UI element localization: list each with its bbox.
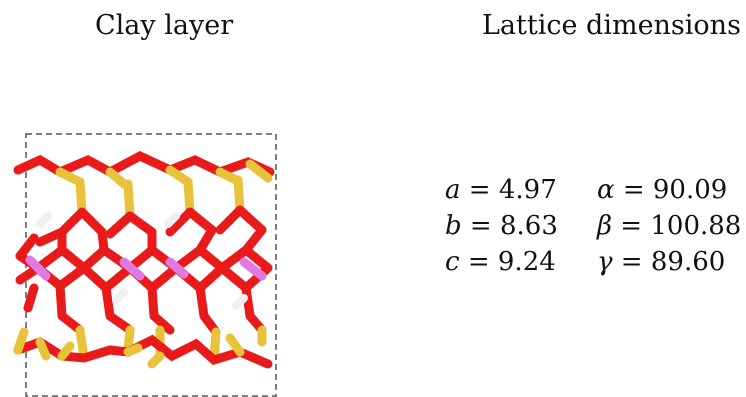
hydroxyl-hydrogens (36, 212, 248, 310)
bottom-chain-si (13, 327, 245, 369)
hydroxyl-bond (232, 294, 248, 310)
aluminum-bonds (25, 255, 267, 281)
mid-lower-bonds (23, 281, 267, 337)
bonds (13, 150, 275, 369)
value-beta: 100.88 (650, 211, 742, 241)
param-beta: β (597, 211, 613, 241)
top-chain (13, 150, 275, 178)
lattice-row-c: c = 9.24 γ = 89.60 (445, 247, 726, 277)
hydroxyl-bond (112, 288, 128, 304)
lattice-row-a: a = 4.97 α = 90.09 (445, 175, 728, 205)
hydroxyl-bond (36, 212, 52, 228)
value-gamma: 89.60 (650, 247, 726, 277)
value-a: 4.97 (498, 175, 557, 205)
value-alpha: 90.09 (652, 175, 728, 205)
top-chain-si (55, 159, 273, 189)
hydroxyl-bond (164, 212, 180, 228)
clay-layer-heading: Clay layer (95, 10, 234, 41)
param-alpha: α (597, 175, 615, 205)
lattice-dimensions-heading: Lattice dimensions (482, 10, 741, 41)
value-c: 9.24 (497, 247, 556, 277)
lattice-row-b: b = 8.63 β = 100.88 (445, 211, 742, 241)
param-c: c (445, 247, 460, 277)
param-a: a (445, 175, 461, 205)
param-b: b (445, 211, 462, 241)
value-b: 8.63 (499, 211, 558, 241)
param-gamma: γ (597, 247, 613, 277)
top-verticals (75, 175, 245, 221)
lattice-parameters: a = 4.97 α = 90.09 b = 8.63 β = 100.88 c… (445, 172, 741, 280)
clay-layer-structure (13, 133, 277, 397)
